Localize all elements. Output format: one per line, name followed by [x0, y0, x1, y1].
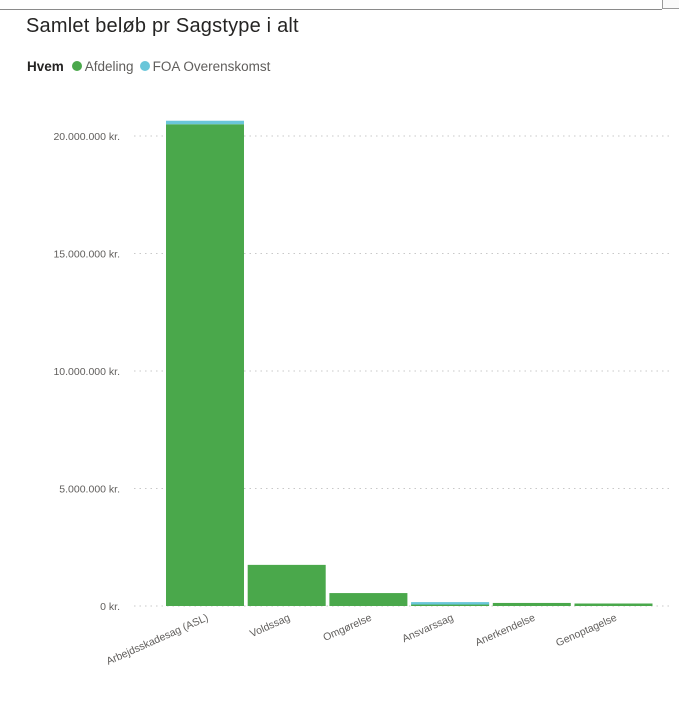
x-tick-label: Voldssag	[248, 612, 292, 640]
bar-foa-overenskomst-ansvarssag[interactable]	[411, 602, 490, 605]
legend-marker-afdeling	[71, 61, 82, 71]
visual-header-corner	[662, 0, 679, 9]
legend-item-foa-overenskomst[interactable]: FOA Overenskomst	[139, 58, 271, 74]
legend-label-afdeling: Afdeling	[84, 58, 134, 74]
y-tick-label: 5.000.000 kr.	[59, 484, 120, 496]
bar-afdeling-genoptagelse[interactable]	[574, 603, 653, 607]
bar-afdeling-arbejdsskadesag-asl[interactable]	[166, 124, 244, 606]
bar-afdeling-ansvarssag[interactable]	[411, 603, 490, 607]
y-tick-label: 0 kr.	[100, 601, 120, 613]
legend-item-afdeling[interactable]: Afdeling	[71, 58, 134, 74]
legend-label-foa-overenskomst: FOA Overenskomst	[152, 58, 271, 74]
x-tick-label: Arbejdsskadesag (ASL)	[105, 612, 211, 668]
bar-afdeling-voldssag[interactable]	[247, 564, 326, 606]
x-tick-label: Ansvarssag	[400, 612, 455, 645]
x-tick-label: Omgørelse	[321, 612, 373, 644]
chart-title: Samlet beløb pr Sagstype i alt	[26, 15, 299, 37]
y-tick-label: 15.000.000 kr.	[53, 249, 120, 261]
y-tick-label: 10.000.000 kr.	[53, 366, 120, 378]
legend: Hvem Afdeling FOA Overenskomst	[27, 57, 276, 75]
bar-afdeling-omgorelse[interactable]	[329, 593, 408, 606]
y-tick-label: 20.000.000 kr.	[53, 131, 120, 143]
legend-title: Hvem	[27, 58, 64, 74]
legend-marker-foa-overenskomst	[139, 61, 150, 71]
x-tick-label: Anerkendelse	[473, 612, 537, 649]
bar-foa-overenskomst-arbejdsskadesag-asl[interactable]	[166, 120, 244, 125]
bar-afdeling-anerkendelse[interactable]	[492, 602, 571, 606]
x-tick-label: Genoptagelse	[554, 612, 619, 650]
top-border-line	[0, 9, 662, 10]
